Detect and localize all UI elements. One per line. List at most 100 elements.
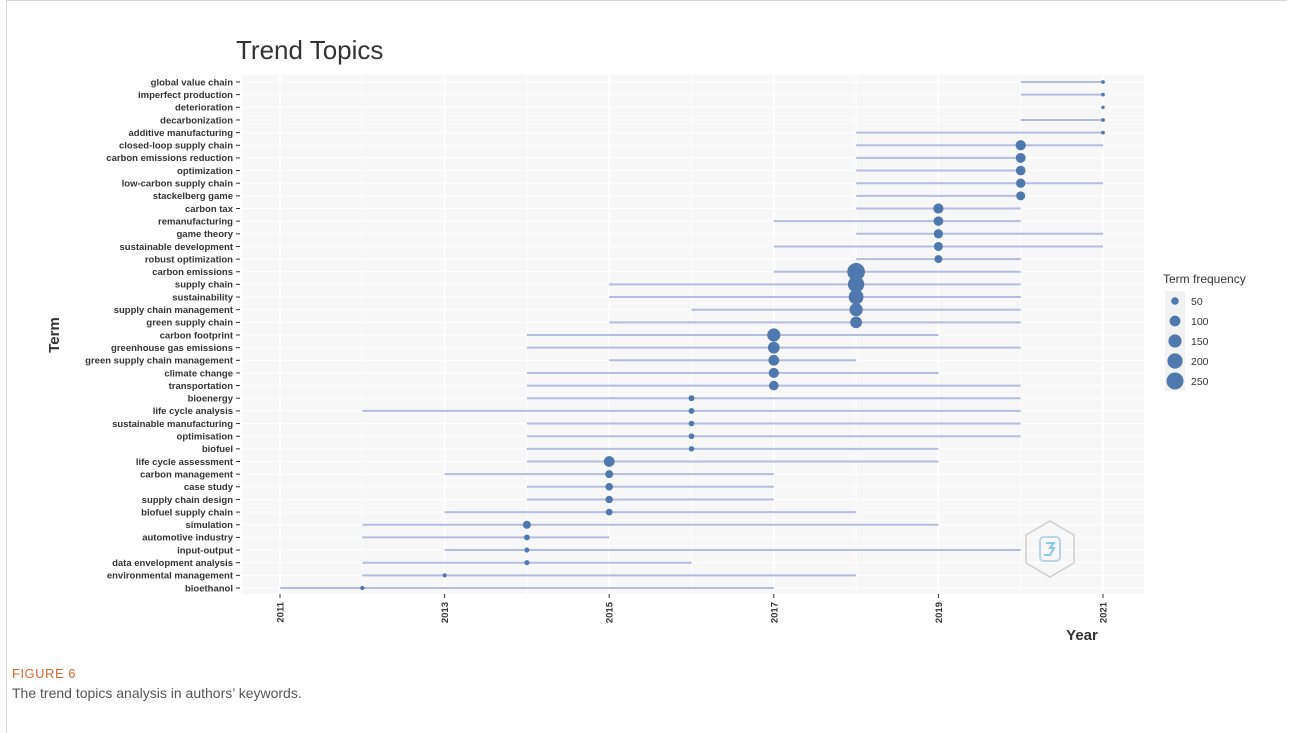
term-label: optimization <box>177 166 233 177</box>
x-axis-title: Year <box>1066 627 1098 644</box>
term-point <box>933 229 944 239</box>
term-label: supply chain management <box>114 305 234 316</box>
term-label: closed-loop supply chain <box>119 141 233 152</box>
data-points <box>360 80 1105 591</box>
term-label: bioenergy <box>188 394 234 405</box>
legend-label: 200 <box>1191 356 1209 368</box>
legend-label: 100 <box>1191 316 1209 328</box>
term-point <box>688 395 695 402</box>
year-tick-label: 2015 <box>605 601 616 623</box>
term-label: imperfect production <box>138 90 233 101</box>
term-point <box>849 303 863 317</box>
term-label: climate change <box>164 368 233 379</box>
term-point <box>688 407 695 414</box>
term-label: deterioration <box>175 103 233 114</box>
legend-label: 50 <box>1191 296 1203 308</box>
legend-key-circle <box>1169 315 1181 327</box>
term-point <box>524 560 530 566</box>
term-point <box>605 495 613 504</box>
term-point <box>605 470 614 479</box>
term-point <box>848 289 864 305</box>
term-label: carbon tax <box>185 204 234 215</box>
term-point <box>933 203 944 214</box>
legend-items: 50 100 150 200 250 <box>1165 291 1209 391</box>
term-tick-labels: global value chain imperfect production de… <box>85 77 240 594</box>
term-label: life cycle analysis <box>153 406 233 417</box>
term-label: carbon footprint <box>160 330 234 341</box>
year-tick-labels: 2011 2013 2015 2017 2019 2021 <box>276 594 1110 623</box>
term-label: input-output <box>177 545 234 556</box>
term-label: remanufacturing <box>158 216 233 227</box>
term-point <box>442 573 447 578</box>
year-tick-label: 2021 <box>1099 601 1110 623</box>
watermark-logo <box>1025 520 1075 578</box>
term-point <box>605 508 613 516</box>
term-point <box>1016 178 1026 188</box>
hexagon-logo-icon <box>1025 520 1075 578</box>
logo-glyph-icon <box>1044 542 1056 556</box>
trend-topics-chart: Trend Topics global value chain imperfect… <box>46 35 1246 644</box>
legend-title: Term frequency <box>1163 272 1246 286</box>
figure-caption: FIGURE 6 The trend topics analysis in au… <box>12 666 302 701</box>
term-label: robust optimization <box>145 254 233 265</box>
figure-caption-text: The trend topics analysis in authors’ ke… <box>12 685 302 701</box>
term-point <box>933 216 944 226</box>
legend-key-circle <box>1166 372 1184 390</box>
term-label: data envelopment analysis <box>112 558 233 569</box>
term-label: carbon emissions reduction <box>106 153 233 164</box>
term-point <box>1015 140 1026 151</box>
term-label: optimisation <box>177 432 234 443</box>
term-label: transportation <box>169 381 234 392</box>
term-point <box>1015 152 1026 163</box>
term-point <box>1015 165 1026 176</box>
term-point <box>850 316 862 329</box>
year-tick-label: 2013 <box>440 602 451 623</box>
year-tick-label: 2011 <box>276 601 287 622</box>
term-label: supply chain <box>175 280 233 291</box>
term-point <box>1101 92 1105 97</box>
y-axis-title: Term <box>46 317 63 353</box>
term-label: sustainable manufacturing <box>112 419 233 430</box>
term-point <box>524 547 530 553</box>
term-point <box>605 483 613 491</box>
term-point <box>933 241 943 251</box>
term-point <box>768 380 779 391</box>
year-tick-label: 2017 <box>769 602 780 623</box>
term-point <box>1101 130 1105 135</box>
term-label: stackelberg game <box>153 191 233 202</box>
term-label: biofuel supply chain <box>141 507 233 518</box>
legend-key-circle <box>1167 353 1183 369</box>
term-label: supply chain design <box>142 495 234 506</box>
legend-label: 150 <box>1191 336 1209 348</box>
term-label: life cycle assessment <box>136 457 234 468</box>
term-label: decarbonization <box>160 115 233 126</box>
term-label: green supply chain <box>146 318 233 329</box>
term-point <box>768 354 780 366</box>
term-label: case study <box>184 482 234 493</box>
term-point <box>1101 80 1105 84</box>
legend-label: 250 <box>1191 376 1209 388</box>
term-label: sustainability <box>172 292 233 303</box>
term-label: global value chain <box>151 77 234 88</box>
figure-label: FIGURE 6 <box>12 666 76 681</box>
term-label: sustainable development <box>119 242 233 253</box>
term-label: biofuel <box>202 444 233 455</box>
logo-badge-icon <box>1039 536 1061 562</box>
term-label: simulation <box>185 520 233 531</box>
term-label: carbon management <box>140 469 234 480</box>
term-label: bioethanol <box>185 583 233 594</box>
term-label: automotive industry <box>142 533 234 544</box>
term-point <box>847 262 865 281</box>
legend-key-circle <box>1168 334 1182 348</box>
term-point <box>688 433 695 440</box>
term-label: carbon emissions <box>152 267 233 278</box>
term-point <box>522 520 531 529</box>
term-label: greenhouse gas emissions <box>111 343 233 354</box>
term-point <box>523 534 530 541</box>
term-point <box>847 276 865 293</box>
term-point <box>768 367 779 379</box>
term-point <box>360 585 365 591</box>
term-point <box>934 255 943 264</box>
term-label: green supply chain management <box>85 356 234 367</box>
term-label: game theory <box>177 229 234 240</box>
